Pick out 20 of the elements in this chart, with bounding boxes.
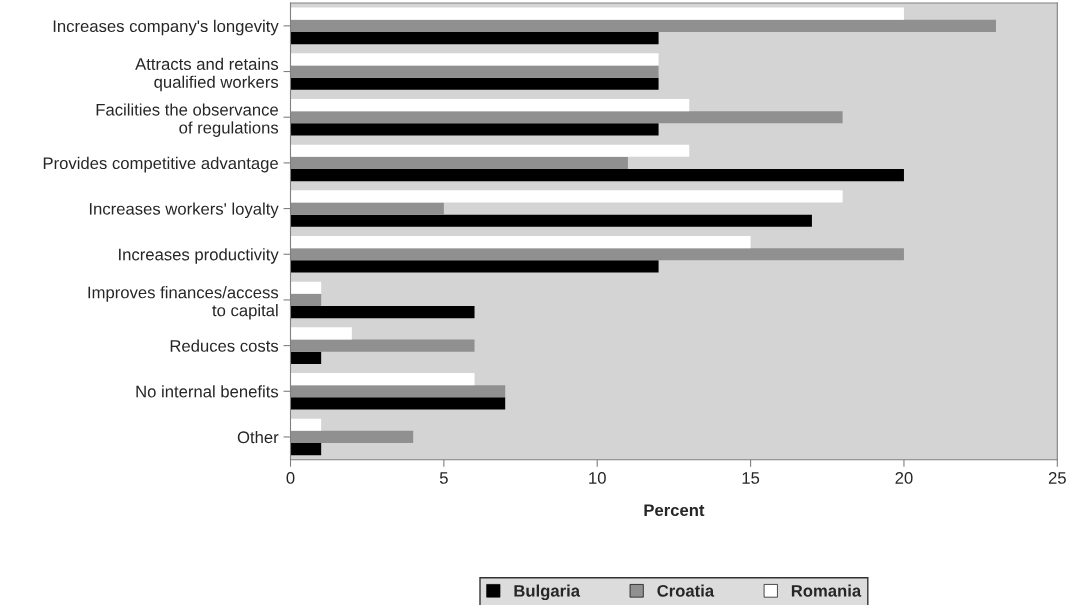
y-tick-label: Facilities the observance of regulations	[96, 103, 279, 137]
x-axis-title: Percent	[644, 504, 705, 517]
y-tick-label: Other	[237, 430, 279, 444]
x-tick-label: 15	[742, 472, 760, 484]
y-tick-label: Attracts and retains qualified workers	[135, 57, 279, 92]
y-tick-label: Provides competitive advantage	[43, 156, 278, 173]
x-tick-label: 5	[439, 472, 448, 484]
y-tick-label: No internal benefits	[136, 385, 279, 398]
legend-label: Romania	[791, 584, 862, 597]
y-tick-label: Reduces costs	[170, 339, 279, 352]
x-tick-label: 0	[286, 472, 295, 484]
x-tick-label: 10	[589, 472, 606, 484]
x-tick-label: 20	[895, 472, 913, 484]
y-tick-label: Increases company's longevity	[53, 19, 279, 36]
x-tick-label: 25	[1048, 472, 1066, 484]
y-tick-label: Improves finances/access to capital	[88, 286, 279, 320]
y-tick-label: Increases workers' loyalty	[89, 202, 279, 219]
y-tick-label: Increases productivity	[119, 248, 279, 264]
legend-label: Bulgaria	[514, 584, 581, 601]
legend-label: Croatia	[657, 584, 715, 597]
